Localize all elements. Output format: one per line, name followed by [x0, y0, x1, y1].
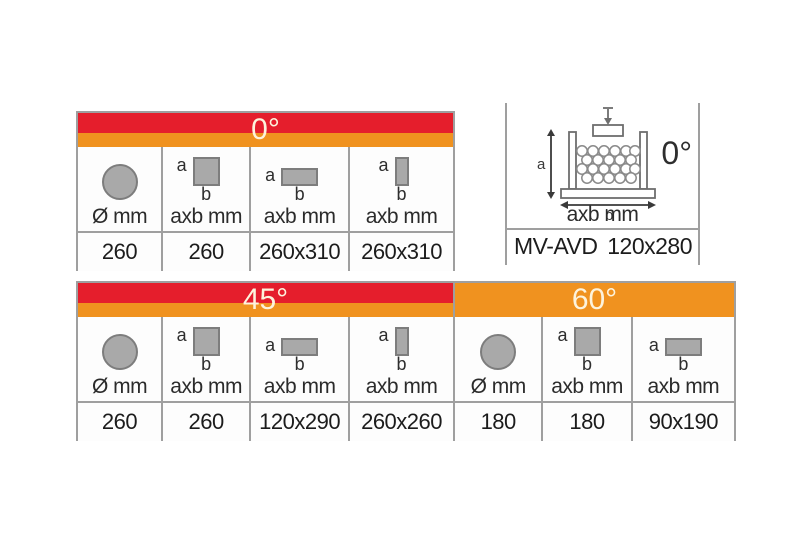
column-round-bar: Ø mm 260 [78, 147, 164, 271]
unit-label: axb mm [365, 375, 438, 398]
unit-label: Ø mm [91, 375, 148, 398]
red-band [78, 283, 453, 303]
unit-label: axb mm [263, 205, 336, 228]
column-round-bar: Ø mm 180 [455, 317, 544, 441]
capacity-value: 90x190 [648, 409, 719, 434]
bundle-capacity-box: a b 0° axb mm MV-AVD 120x280 [505, 103, 700, 265]
dim-b-label: b [201, 184, 212, 204]
square-bar-icon [573, 327, 601, 356]
red-band [78, 113, 453, 133]
bundle-dim-b-label: b [605, 207, 613, 223]
tube-bundle-icon: a b [537, 107, 656, 223]
column-square-bar: a b axb mm 260 [163, 147, 252, 271]
capacity-table-60deg: 60° Ø mm 180 a b axb mm [455, 281, 736, 441]
dim-b-label: b [678, 354, 689, 374]
capacity-table-45deg: 45° Ø mm 260 a b axb mm [76, 281, 455, 441]
capacity-value: 260x260 [361, 409, 442, 434]
orange-band [455, 283, 734, 317]
dim-a-label: a [378, 155, 389, 175]
dim-a-label: a [176, 325, 187, 345]
dim-a-label: a [265, 335, 276, 355]
column-flat-bar-vertical: a b axb mm 260x260 [350, 317, 453, 441]
dim-b-label: b [294, 354, 305, 374]
column-round-bar: Ø mm 260 [78, 317, 164, 441]
dim-a-label: a [557, 325, 568, 345]
capacity-columns: Ø mm 260 a b axb mm 260 [78, 147, 453, 271]
flat-bar-horizontal-icon [281, 168, 319, 186]
capacity-value: 180 [569, 409, 605, 434]
capacity-value: 180 [480, 409, 517, 434]
angle-label: 0° [251, 113, 280, 146]
column-flat-bar-horizontal: a b axb mm 120x290 [251, 317, 351, 441]
model-name: MV-AVD [514, 233, 598, 259]
table-header-45deg: 45° [78, 283, 453, 317]
round-bar-icon [101, 164, 138, 200]
unit-label: axb mm [170, 205, 242, 228]
round-bar-icon [480, 334, 517, 370]
unit-label: Ø mm [91, 205, 148, 228]
dim-a-label: a [648, 335, 659, 355]
bundle-angle-label: 0° [661, 135, 692, 171]
bundle-capacity-value: 120x280 [607, 233, 692, 259]
square-bar-icon [192, 327, 220, 356]
unit-label: axb mm [170, 375, 242, 398]
capacity-value: 120x290 [259, 409, 341, 434]
bundle-unit-label: axb mm [566, 203, 639, 226]
dim-a-label: a [265, 165, 276, 185]
column-square-bar: a b axb mm 180 [543, 317, 633, 441]
orange-band [78, 303, 453, 317]
flat-bar-vertical-icon [394, 157, 409, 186]
capacity-value: 260 [188, 409, 225, 434]
dim-a-label: a [378, 325, 389, 345]
unit-label: axb mm [263, 375, 336, 398]
capacity-table-0deg: 0° Ø mm 260 a b axb mm [76, 111, 455, 271]
column-flat-bar-horizontal: a b axb mm 260x310 [251, 147, 351, 271]
dim-a-label: a [176, 155, 187, 175]
column-flat-bar-horizontal: a b axb mm 90x190 [632, 317, 734, 441]
orange-band [78, 133, 453, 147]
unit-label: Ø mm [470, 375, 527, 398]
bundle-dim-a-label: a [537, 156, 546, 173]
column-flat-bar-vertical: a b axb mm 260x310 [350, 147, 453, 271]
square-bar-icon [192, 157, 220, 186]
round-bar-icon [101, 334, 138, 370]
flat-bar-vertical-icon [394, 327, 409, 356]
angle-label: 60° [571, 283, 618, 316]
flat-bar-horizontal-icon [281, 338, 319, 356]
bundle-model-row: MV-AVD 120x280 [507, 230, 698, 263]
capacity-value: 260 [101, 239, 138, 264]
column-square-bar: a b axb mm 260 [163, 317, 252, 441]
table-header-60deg: 60° [455, 283, 734, 317]
unit-label: axb mm [551, 375, 623, 398]
capacity-value: 260 [188, 239, 225, 264]
dim-b-label: b [294, 184, 305, 204]
dim-b-label: b [396, 354, 407, 374]
flat-bar-horizontal-icon [664, 338, 702, 356]
unit-label: axb mm [647, 375, 720, 398]
capacity-columns: Ø mm 180 a b axb mm 180 [455, 317, 734, 441]
dim-b-label: b [201, 354, 212, 374]
capacity-value: 260x310 [259, 239, 341, 264]
angle-label: 45° [242, 283, 289, 316]
dim-b-label: b [396, 184, 407, 204]
capacity-columns: Ø mm 260 a b axb mm 260 [78, 317, 453, 441]
unit-label: axb mm [365, 205, 438, 228]
capacity-value: 260 [101, 409, 138, 434]
dim-b-label: b [582, 354, 593, 374]
capacity-value: 260x310 [361, 239, 442, 264]
table-header-0deg: 0° [78, 113, 453, 147]
